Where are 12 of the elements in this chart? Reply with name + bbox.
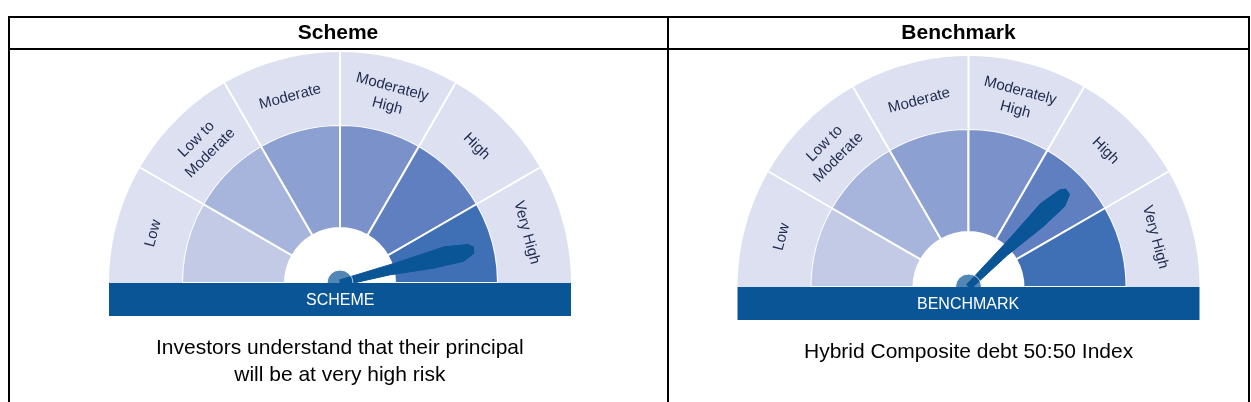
slice-label: Moderate	[256, 79, 323, 112]
chart-title: Scheme	[297, 20, 379, 44]
slice-label: Very High	[1139, 203, 1174, 271]
slice-label: Moderate	[885, 82, 952, 116]
chart-title: Benchmark	[901, 20, 1017, 44]
text: Investors understand that their principal will be at very high risk	[156, 335, 524, 386]
slice-label: Low	[140, 217, 164, 249]
slice-label: Low	[768, 220, 793, 252]
slice-label: Very High	[511, 198, 545, 266]
text: BENCHMARK	[917, 295, 1020, 312]
text: SCHEME	[306, 291, 375, 308]
text: Hybrid Composite debt 50:50 Index	[804, 339, 1134, 362]
